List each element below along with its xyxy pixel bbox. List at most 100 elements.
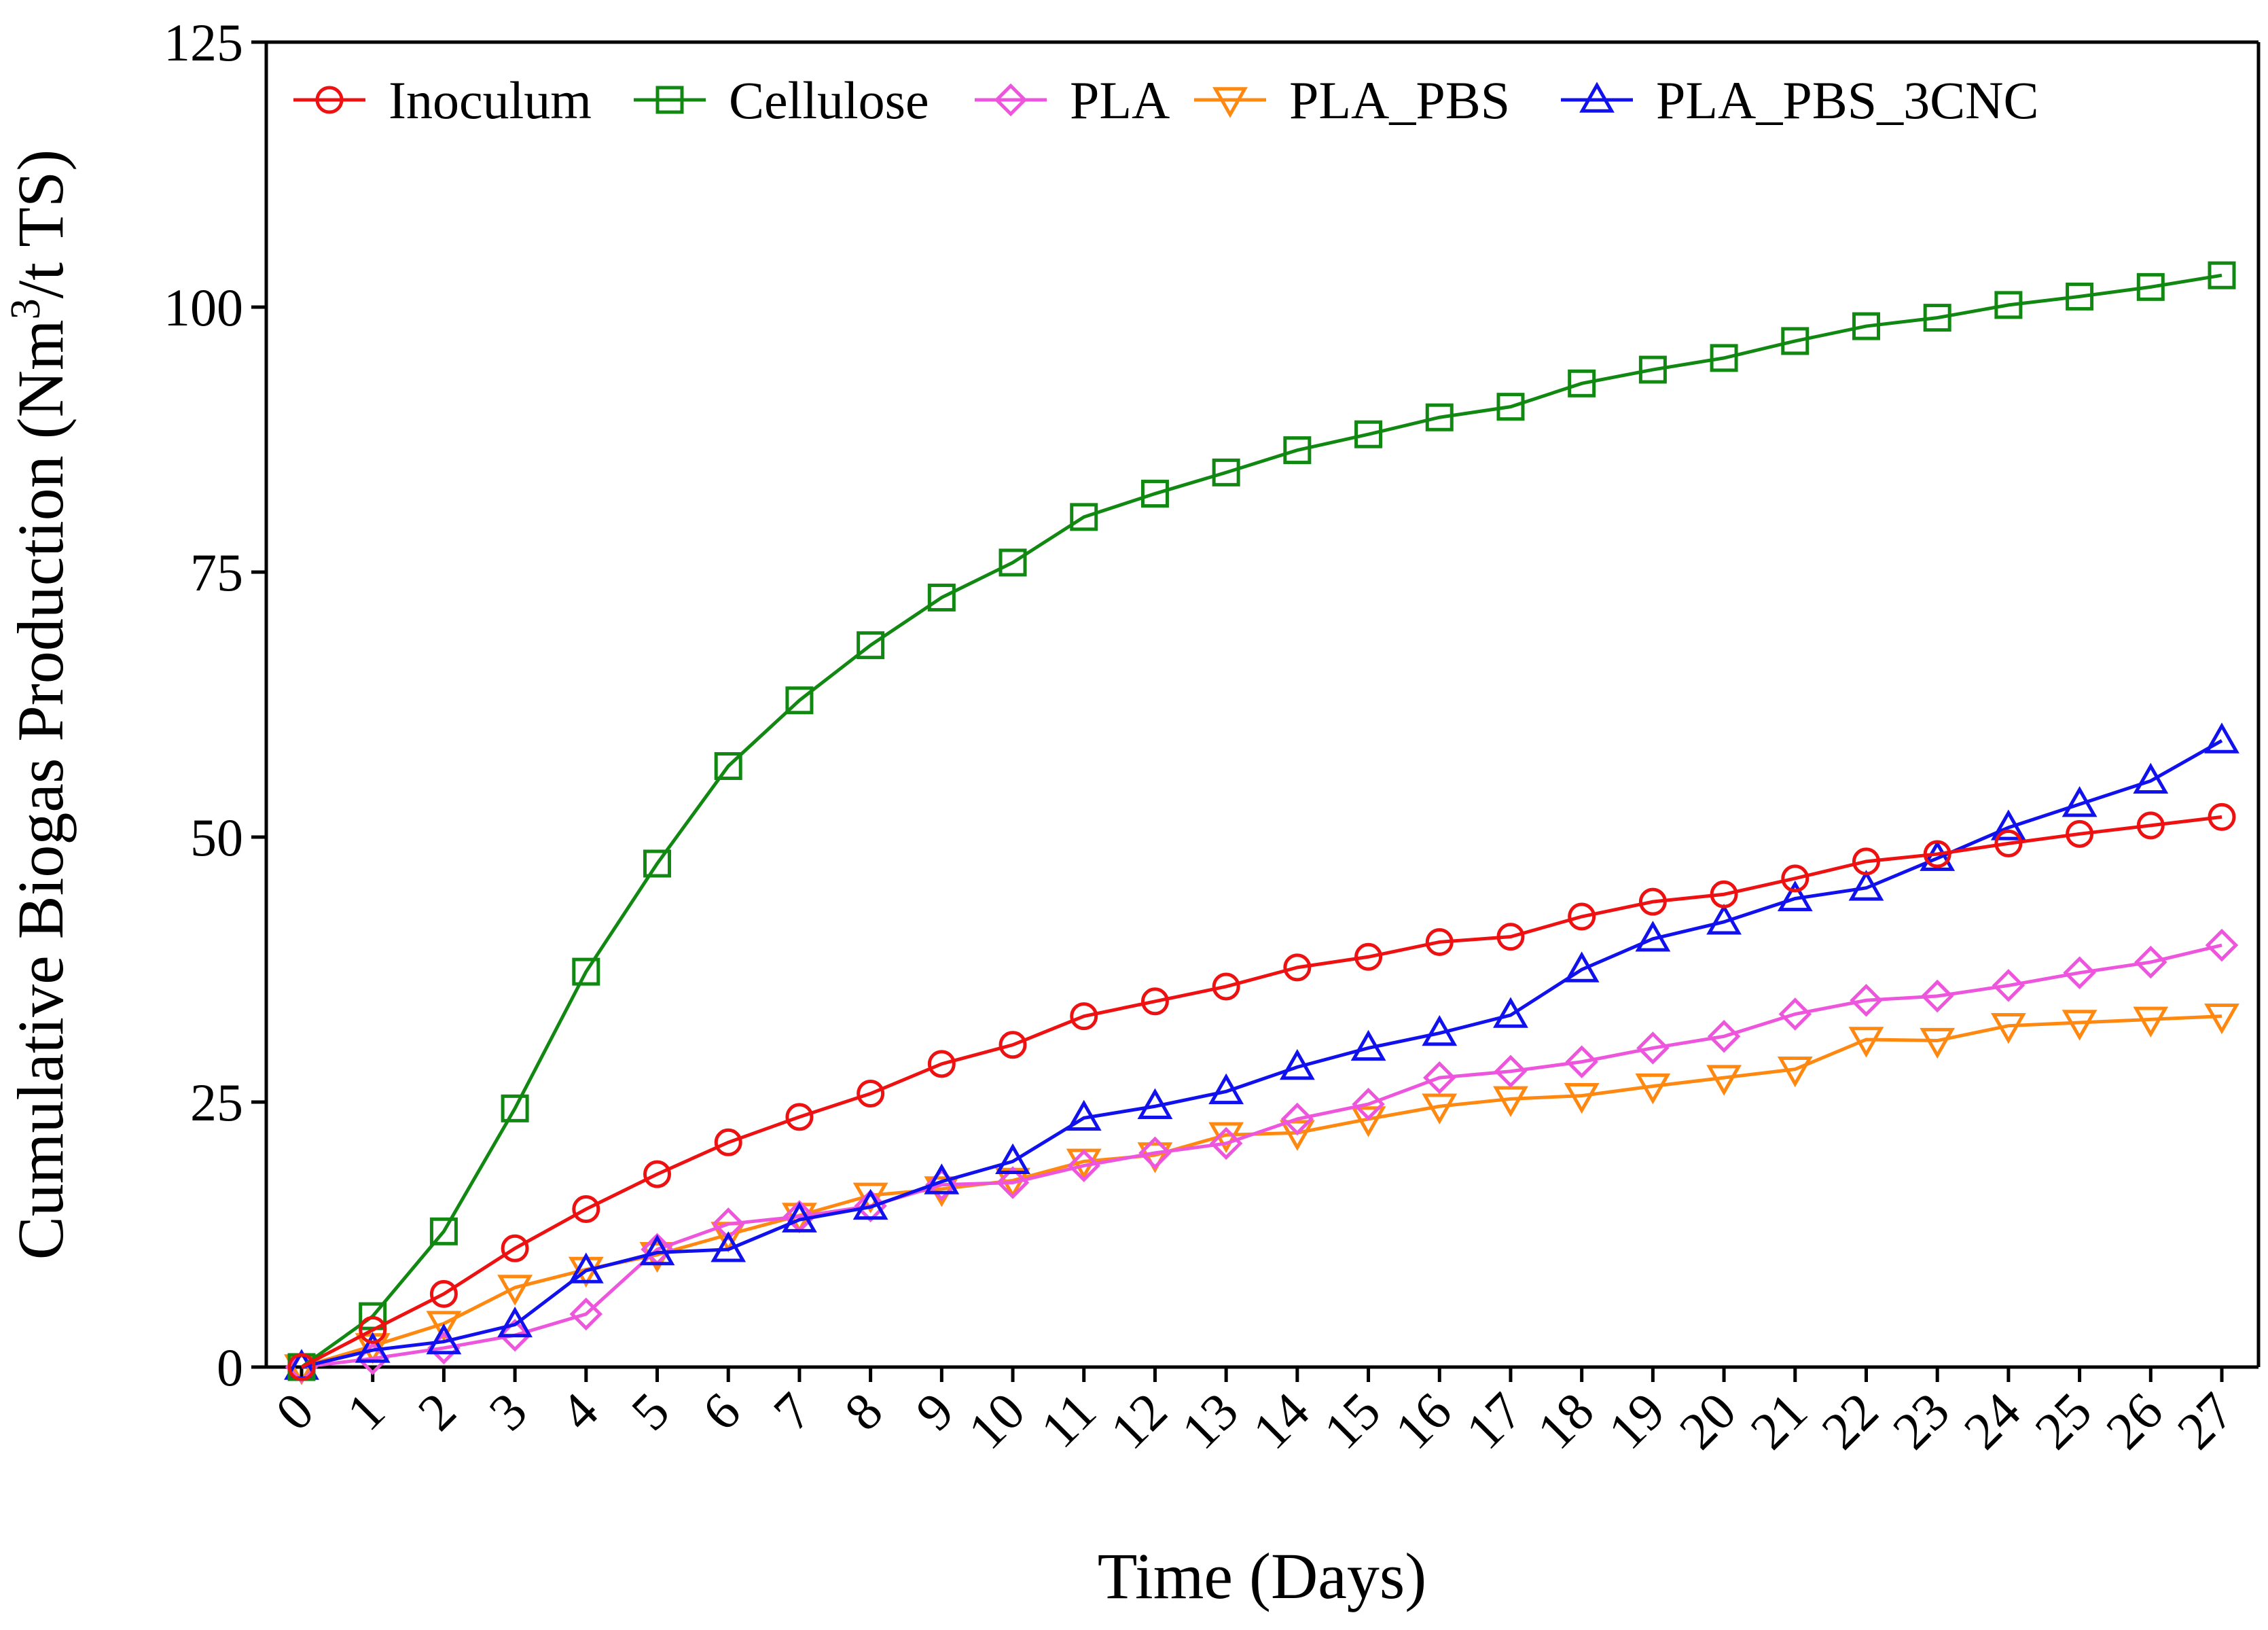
series-line [301, 1014, 2222, 1369]
x-axis-title: Time (Days) [1098, 1540, 1426, 1612]
data-point-marker [1494, 1055, 1528, 1088]
data-point-marker [1920, 1027, 1956, 1059]
data-point-marker [714, 751, 742, 780]
data-point-marker [1923, 840, 1951, 868]
data-point-marker [1350, 1029, 1386, 1061]
x-tick-label: 16 [1384, 1381, 1463, 1461]
y-tick-label: 0 [217, 1338, 243, 1397]
x-tick-label: 10 [956, 1381, 1036, 1461]
y-tick-label: 50 [190, 808, 243, 867]
data-point-marker [998, 548, 1027, 577]
data-point-marker [1208, 1073, 1244, 1105]
data-point-marker [2204, 1003, 2239, 1035]
data-point-marker [2136, 811, 2165, 840]
data-point-marker [2066, 819, 2094, 848]
data-point-marker [714, 1128, 742, 1156]
data-point-marker [1568, 369, 1596, 397]
data-point-marker [994, 83, 1028, 117]
y-axis-ticks: 0 25 50 75 100 125 [164, 13, 266, 1397]
data-point-marker [1137, 1142, 1173, 1173]
data-point-marker [1707, 1020, 1741, 1053]
data-point-marker [429, 1279, 458, 1308]
x-tick-label: 22 [1810, 1381, 1890, 1461]
data-point-marker [1070, 503, 1098, 531]
y-axis-title-suffix: /t TS) [4, 149, 77, 299]
data-point-marker [2205, 928, 2239, 962]
data-point-marker [1579, 82, 1615, 113]
data-point-marker [1564, 1082, 1600, 1114]
x-tick-label: 2 [406, 1381, 467, 1442]
x-tick-label: 13 [1170, 1381, 1249, 1461]
data-point-marker [1493, 997, 1528, 1028]
data-point-marker [1425, 927, 1454, 956]
x-tick-label: 14 [1241, 1381, 1320, 1461]
data-point-marker [359, 1315, 387, 1344]
data-point-marker [429, 1217, 458, 1245]
legend: Inoculum Cellulose PLA PLA_PBS PLA_PBS_3CNC [293, 71, 2039, 130]
data-point-marker [1848, 870, 1884, 901]
data-point-marker [1354, 420, 1383, 448]
data-point-marker [1781, 864, 1810, 893]
data-point-marker [639, 1234, 675, 1266]
data-point-marker [1212, 972, 1240, 1001]
x-tick-label: 26 [2095, 1381, 2174, 1461]
x-tick-label: 21 [1739, 1381, 1818, 1461]
data-point-marker [1635, 921, 1671, 952]
data-point-marker [1781, 327, 1810, 355]
x-tick-label: 27 [2165, 1381, 2245, 1461]
series-line [300, 815, 2222, 1369]
data-point-marker [1212, 87, 1248, 118]
y-axis-title-main: Cumulative Biogas Production (Nm [4, 319, 77, 1260]
data-point-marker [1280, 1102, 1314, 1136]
data-point-marker [287, 1353, 316, 1381]
data-point-marker [497, 1306, 533, 1338]
data-point-marker [497, 1275, 533, 1306]
x-tick-label: 0 [264, 1381, 325, 1442]
data-point-marker [1706, 1065, 1742, 1096]
data-point-marker [1777, 1056, 1813, 1088]
y-tick-label: 100 [164, 278, 243, 337]
data-point-marker [643, 1160, 672, 1188]
y-axis-title-superscript: 3 [3, 298, 49, 319]
data-point-marker [1283, 953, 1312, 982]
x-tick-label: 11 [1029, 1381, 1107, 1459]
data-point-marker [1564, 951, 1600, 982]
data-point-marker [572, 957, 600, 986]
x-tick-label: 1 [336, 1381, 396, 1442]
data-point-marker [857, 631, 885, 660]
data-point-marker [1920, 979, 1954, 1013]
data-point-marker [1496, 393, 1525, 421]
data-point-marker [1354, 942, 1383, 971]
data-point-marker [1279, 1048, 1315, 1080]
data-point-marker [1138, 1136, 1172, 1170]
legend-item-cellulose: Cellulose [634, 71, 929, 130]
data-point-marker [1137, 1088, 1173, 1119]
data-point-marker [1636, 1031, 1670, 1065]
data-series [284, 261, 2239, 1385]
data-point-marker [1710, 880, 1738, 908]
data-point-marker [1990, 1012, 2026, 1044]
data-point-marker [1990, 809, 2026, 840]
data-point-marker [501, 1234, 529, 1262]
series-pla-pbs-3cnc [284, 722, 2239, 1380]
data-point-marker [2133, 1006, 2169, 1038]
data-point-marker [1992, 969, 2026, 1002]
series-line [301, 739, 2223, 1369]
data-point-marker [1994, 291, 2023, 319]
data-point-marker [643, 849, 672, 878]
data-point-marker [1777, 880, 1813, 912]
x-tick-label: 23 [1882, 1381, 1961, 1461]
data-point-marker [2204, 722, 2239, 754]
data-point-marker [498, 1318, 532, 1352]
data-point-marker [355, 1332, 391, 1363]
data-point-marker [1852, 847, 1880, 876]
data-point-marker [1283, 436, 1312, 465]
x-tick-label: 19 [1597, 1381, 1676, 1461]
x-tick-label: 25 [2023, 1381, 2103, 1461]
data-point-marker [1212, 458, 1240, 486]
data-point-marker [927, 583, 956, 612]
data-point-marker [501, 1094, 529, 1122]
data-point-marker [1423, 1061, 1456, 1095]
